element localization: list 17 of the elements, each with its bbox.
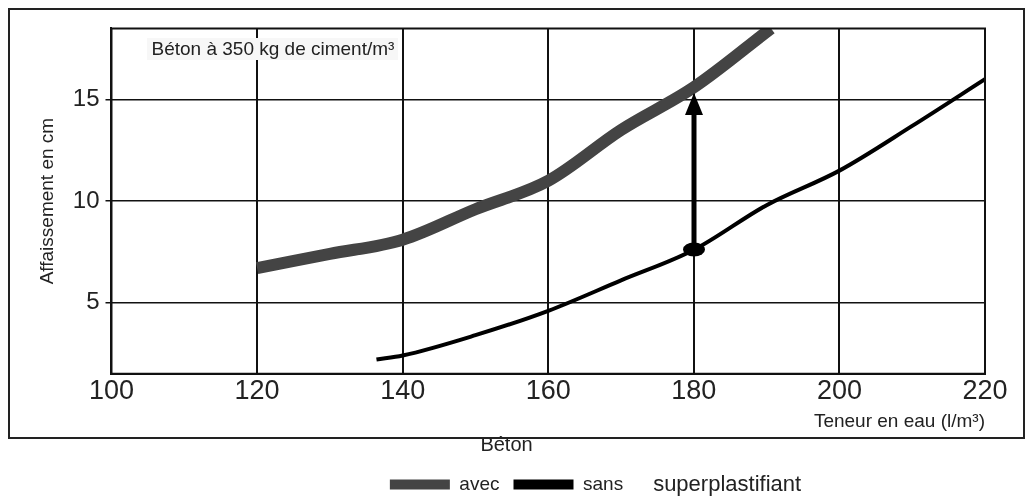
text: superplastifiant [653,471,802,496]
x-tick-label: 180 [671,375,717,406]
legend-label: avec [459,472,500,494]
x-tick-label: 220 [962,375,1008,406]
y-tick-label: 5 [86,287,100,315]
line-series [374,77,985,362]
x-tick-label: 200 [816,375,862,406]
y-axis-title: Affaissement en cm [35,117,57,285]
x-tick-label: 100 [88,375,135,406]
x-tick-label: 160 [525,375,571,406]
x-tick-label: 120 [234,375,280,406]
x-tick-label: 140 [380,375,426,406]
y-tick-label: 15 [72,84,100,112]
text: Béton à 350 kg de ciment/m³ [147,38,399,61]
legend-label: sans [583,472,624,494]
y-tick-label: 10 [72,185,100,213]
x-axis-title: Teneur en eau (l/m³) [813,409,985,431]
